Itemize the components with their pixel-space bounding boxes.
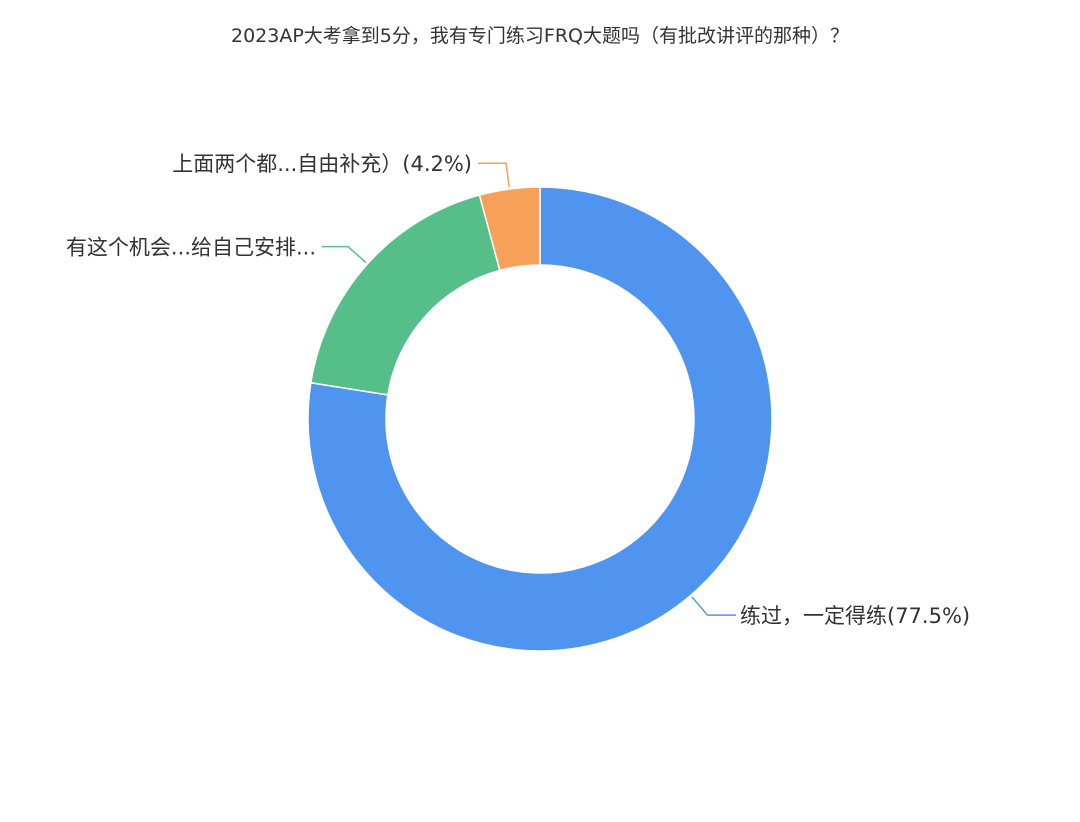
chart-title: 2023AP大考拿到5分，我有专门练习FRQ大题吗（有批改讲评的那种）？ (231, 24, 849, 47)
slice-label-1: 练过，一定得练(77.5%) (740, 604, 970, 628)
leader-line-1 (691, 596, 736, 616)
donut-slice-1 (307, 186, 773, 652)
slice-label-3: 上面两个都...自由补充）(4.2%) (172, 152, 472, 176)
slice-label-2: 有这个机会...给自己安排... (66, 236, 316, 260)
leader-lines-group (322, 162, 736, 616)
leader-line-2 (322, 245, 367, 264)
leader-line-3 (478, 162, 510, 188)
donut-slice-2 (309, 194, 501, 396)
labels-group: 练过，一定得练(77.5%) 有这个机会...给自己安排... 上面两个都...自由… (66, 152, 970, 628)
slices-group (307, 186, 773, 652)
donut-slice-3 (478, 186, 541, 272)
